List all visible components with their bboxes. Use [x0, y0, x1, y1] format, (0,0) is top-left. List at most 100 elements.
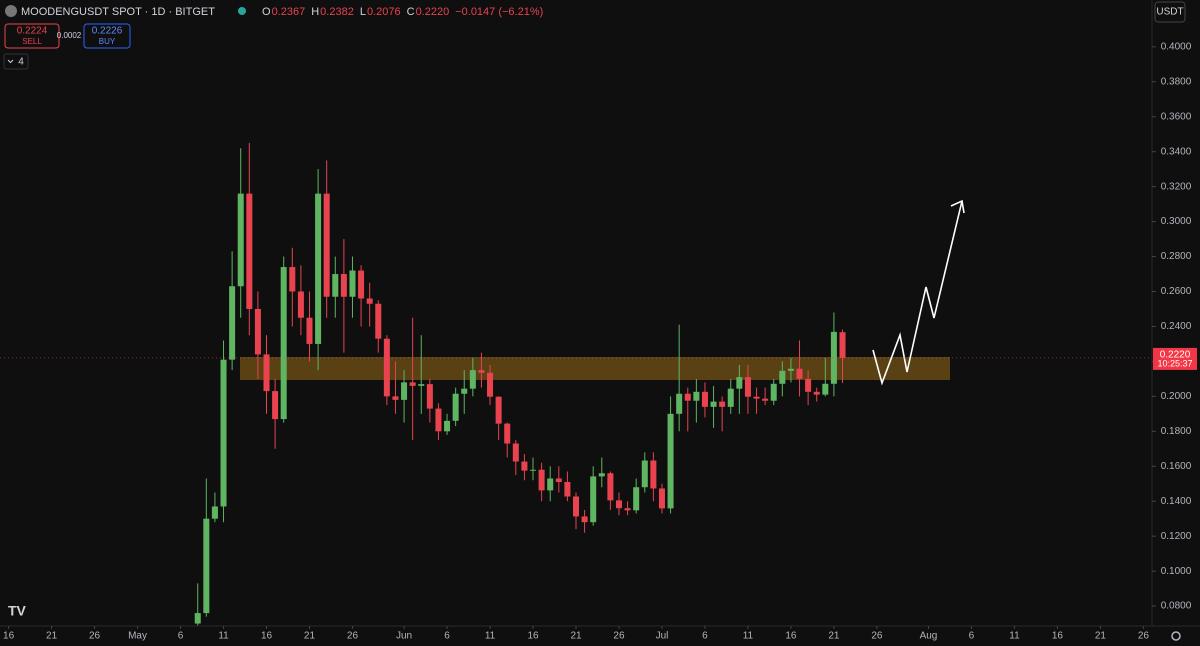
- x-tick-label: 6: [178, 631, 184, 642]
- symbol: MOODENGUSDT SPOT · 1D · BITGET: [21, 6, 215, 18]
- y-tick-label: 0.3000: [1161, 216, 1192, 227]
- candle-body: [762, 398, 769, 401]
- candle-body: [830, 331, 837, 384]
- candle-body: [555, 478, 562, 482]
- candle-body: [796, 368, 803, 379]
- last-price-label: 0.2220: [1160, 350, 1191, 361]
- x-tick-label: 11: [1009, 631, 1020, 642]
- buy-button[interactable]: [83, 23, 131, 49]
- candle-body: [349, 270, 356, 297]
- candle-body: [469, 370, 476, 389]
- y-tick-label: 0.1400: [1161, 496, 1192, 507]
- symbol-icon: [5, 5, 17, 17]
- x-tick-label: 26: [347, 631, 359, 642]
- candle-body: [787, 368, 794, 371]
- candle-body: [693, 391, 700, 401]
- candle-body: [770, 383, 777, 401]
- candle-body: [263, 354, 270, 392]
- candle-body: [615, 500, 622, 509]
- candle-body: [418, 384, 425, 386]
- x-tick-label: 6: [969, 631, 975, 642]
- x-tick-label: 21: [46, 631, 58, 642]
- spread: 0.0002: [57, 31, 82, 40]
- market-status: [238, 7, 246, 15]
- candle-body: [392, 396, 399, 400]
- x-tick-label: 26: [1138, 631, 1150, 642]
- candle-body: [736, 377, 743, 389]
- settings-icon[interactable]: [1171, 631, 1181, 641]
- ohlc-key: C: [407, 6, 415, 18]
- candle-body: [564, 481, 571, 497]
- candle-body: [435, 408, 442, 432]
- x-tick-label: 11: [485, 631, 496, 642]
- candle-body: [409, 382, 416, 386]
- ohlc-value: 0.2382: [320, 6, 354, 18]
- candle-body: [633, 487, 640, 511]
- support-zone: [240, 357, 950, 380]
- candle-body: [444, 420, 451, 432]
- candle-body: [538, 469, 545, 491]
- sell-button[interactable]: [4, 23, 60, 49]
- y-tick-label: 0.3600: [1161, 111, 1192, 122]
- ohlc-legend: O 0.2367 H 0.2382 L 0.2076 C 0.2220: [262, 6, 449, 18]
- candle-body: [229, 286, 236, 360]
- x-tick-label: 16: [3, 631, 15, 642]
- candle-body: [495, 396, 502, 424]
- currency-button[interactable]: [1154, 1, 1186, 23]
- candle-body: [590, 476, 597, 523]
- countdown: 10:25:37: [1157, 358, 1192, 368]
- y-tick-label: 0.1600: [1161, 461, 1192, 472]
- ohlc-key: O: [262, 6, 271, 18]
- candle-body: [358, 270, 365, 299]
- candle-body: [237, 193, 244, 287]
- candle-body: [383, 338, 390, 397]
- x-tick-label: Aug: [920, 631, 938, 642]
- candle-body: [504, 423, 511, 444]
- candle-body: [839, 332, 846, 358]
- candle-body: [246, 193, 253, 309]
- candle-body: [306, 317, 313, 344]
- sell-price: 0.2224: [17, 26, 48, 37]
- candle-body: [315, 193, 322, 344]
- x-tick-label: 11: [743, 631, 754, 642]
- candle-body: [323, 193, 330, 297]
- candle-body: [340, 274, 347, 297]
- plot: [0, 142, 1152, 626]
- y-tick-label: 0.2400: [1161, 321, 1192, 332]
- tv-logo: TV: [8, 603, 27, 619]
- candle-body: [452, 393, 459, 421]
- ohlc-key: L: [360, 6, 366, 18]
- candle-body: [684, 393, 691, 401]
- candle-body: [779, 370, 786, 384]
- x-tick-label: 26: [613, 631, 625, 642]
- candle-body: [194, 613, 201, 624]
- x-tick-label: 26: [89, 631, 101, 642]
- x-tick-label: 6: [444, 631, 450, 642]
- candle-body: [521, 461, 528, 471]
- y-tick-label: 0.4000: [1161, 41, 1192, 52]
- candle-body: [254, 308, 261, 355]
- x-tick-label: 16: [785, 631, 797, 642]
- candle-body: [211, 506, 218, 519]
- ohlc-value: 0.2220: [416, 6, 450, 18]
- arrow-head: [950, 199, 965, 214]
- ohlc-value: 0.2367: [272, 6, 306, 18]
- candle-body: [624, 508, 631, 511]
- candle-body: [719, 401, 726, 407]
- candle-body: [572, 496, 580, 517]
- candle-body: [547, 478, 554, 491]
- candle-body: [461, 388, 468, 394]
- candle-body: [530, 469, 537, 471]
- x-tick-label: 21: [828, 631, 840, 642]
- candle-body: [813, 391, 820, 395]
- x-tick-label: 26: [871, 631, 883, 642]
- candle-body: [598, 473, 605, 477]
- candle-body: [650, 460, 657, 489]
- buy-label: BUY: [99, 37, 116, 46]
- ohlc-value: 0.2076: [367, 6, 401, 18]
- candle-body: [203, 518, 210, 614]
- x-tick-label: 16: [527, 631, 539, 642]
- indicators-toggle[interactable]: [3, 53, 29, 70]
- x-tick-label: May: [128, 631, 147, 642]
